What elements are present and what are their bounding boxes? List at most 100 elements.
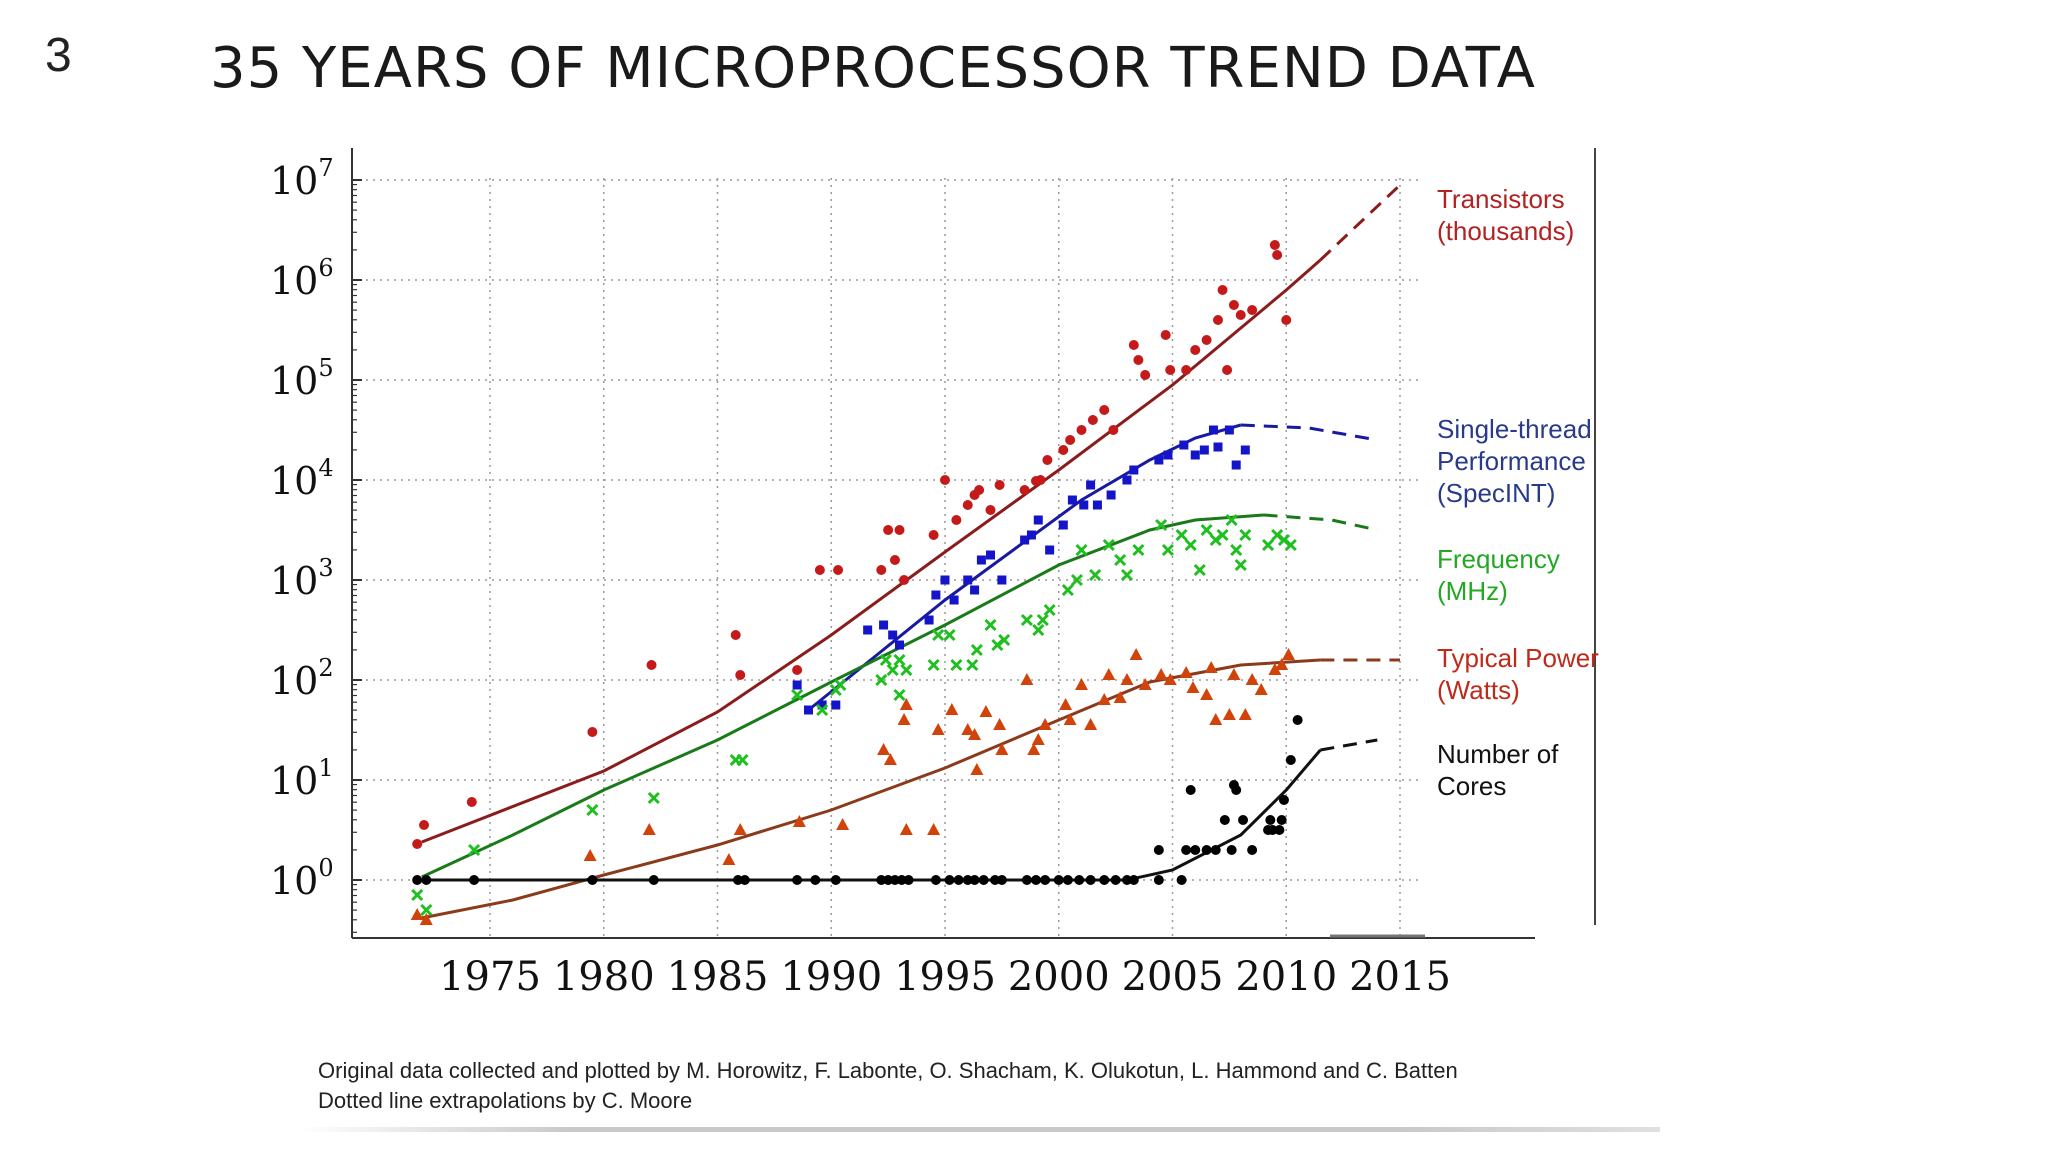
single_thread-point: [1086, 480, 1096, 490]
transistors-point: [466, 797, 477, 807]
power-trend-line: [421, 658, 1321, 920]
frequency-point: [927, 658, 940, 672]
single_thread-point: [1240, 445, 1250, 455]
power-point: [1038, 718, 1052, 730]
cores-point: [1053, 875, 1064, 885]
y-tick-label: 103: [270, 554, 334, 603]
frequency-point: [834, 678, 847, 692]
cores-point: [739, 875, 750, 885]
single_thread-point: [1213, 442, 1223, 452]
frequency-point: [1200, 523, 1213, 537]
frequency-point: [875, 673, 888, 687]
single_thread-point: [986, 550, 995, 560]
bottom-rule: [300, 1127, 1660, 1132]
cores-extrapolation-line: [1320, 738, 1378, 752]
cores-point: [1201, 845, 1212, 855]
frequency-legend-label: Frequency: [1437, 544, 1560, 574]
single_thread-point: [1020, 535, 1030, 545]
frequency-point: [1239, 528, 1252, 542]
frequency-point: [970, 643, 983, 657]
single_thread-legend-label: Performance: [1437, 446, 1586, 476]
cores-point: [1062, 875, 1073, 885]
frequency-point: [1120, 568, 1134, 582]
cores-point: [930, 875, 941, 885]
x-tick-label: 1985: [667, 954, 769, 1000]
cores-point: [830, 875, 841, 885]
power-point: [927, 823, 941, 835]
power-point: [979, 705, 993, 717]
transistors-point: [1042, 455, 1053, 465]
axes: 100 101 102 103 104 105 106 107 1975 1980 1985 1990…: [270, 148, 1596, 1000]
power-point: [899, 698, 913, 710]
power-point: [1227, 668, 1241, 680]
y-tick-label: 100: [270, 854, 334, 903]
y-tick-label: 105: [270, 354, 334, 403]
cores-point: [1210, 845, 1221, 855]
single_thread-point: [817, 700, 827, 710]
power-point: [899, 823, 913, 835]
single_thread-point: [949, 595, 959, 605]
frequency-point: [1175, 528, 1188, 542]
cores-point: [953, 875, 964, 885]
transistors-point: [1058, 445, 1069, 455]
frequency-point: [1184, 538, 1197, 552]
transistors-point: [1228, 300, 1239, 310]
x-tick-label: 2000: [1008, 954, 1110, 1000]
power-point: [961, 723, 975, 735]
frequency-point: [1132, 543, 1145, 557]
y-tick-label: 106: [270, 254, 334, 303]
credit-line-2: Dotted line extrapolations by C. Moore: [318, 1088, 693, 1113]
cores-point: [996, 875, 1007, 885]
single_thread-point: [1079, 500, 1089, 510]
transistors-point: [1165, 365, 1176, 375]
single_thread-point: [924, 615, 934, 625]
transistors-point: [1140, 370, 1151, 380]
power-point: [1102, 668, 1116, 680]
cores-point: [1285, 755, 1296, 765]
power-point: [583, 849, 597, 861]
single_thread-point: [1067, 495, 1077, 505]
frequency-extrapolation-line: [1263, 513, 1378, 532]
cores-legend-label: Cores: [1437, 771, 1506, 801]
single_thread-point: [976, 555, 986, 565]
frequency-point: [1225, 513, 1238, 527]
single_thread-point: [1163, 450, 1173, 460]
transistors-point: [894, 525, 905, 535]
transistors-point: [1272, 250, 1283, 260]
transistors-trend-line: [421, 258, 1322, 844]
frequency-point: [1075, 543, 1088, 557]
transistors-point: [1019, 485, 1030, 495]
power-legend-label: (Watts): [1437, 675, 1520, 705]
power-point: [1113, 691, 1127, 703]
single_thread-trend-line: [807, 423, 1242, 712]
transistors-point: [1128, 340, 1139, 350]
power-point: [1059, 698, 1073, 710]
frequency-point: [879, 653, 892, 667]
transistors-legend-label: (thousands): [1437, 216, 1574, 246]
cores-point: [412, 875, 423, 885]
frequency-point: [1230, 543, 1243, 557]
x-tick-label: 2005: [1122, 954, 1224, 1000]
frequency-trend-line: [421, 513, 1264, 879]
transistors-point: [1160, 330, 1171, 340]
frequency-point: [1020, 613, 1033, 627]
x-tick-label: 1990: [780, 954, 882, 1000]
frequency-point: [893, 688, 906, 702]
cores-point: [1040, 875, 1051, 885]
power-point: [1268, 663, 1282, 675]
y-tick-label: 107: [270, 154, 334, 203]
power-point: [1027, 743, 1041, 755]
transistors-point: [940, 475, 950, 485]
single_thread-extrapolation-line: [1240, 423, 1378, 442]
x-tick-label: 2010: [1235, 954, 1337, 1000]
frequency-point: [943, 628, 956, 642]
cores-point: [587, 875, 598, 885]
transistors-point: [1213, 315, 1223, 325]
transistors-point: [1222, 365, 1233, 375]
cores-point: [1276, 815, 1287, 825]
transistors-point: [1201, 335, 1212, 345]
power-point: [1154, 668, 1168, 680]
slide-title: 35 YEARS OF MICROPROCESSOR TREND DATA: [210, 36, 1536, 101]
single_thread-point: [804, 705, 813, 715]
